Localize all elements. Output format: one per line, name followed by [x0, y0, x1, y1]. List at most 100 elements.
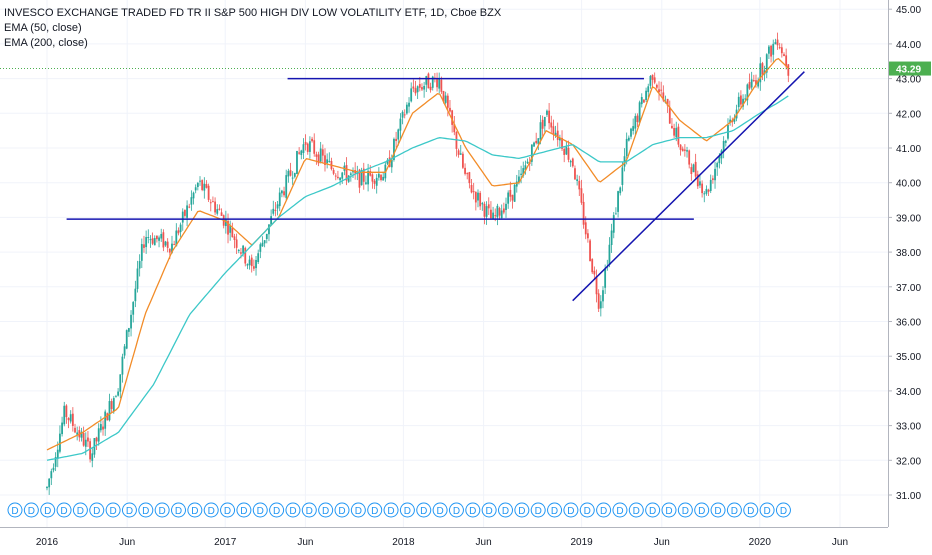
candle-body: [673, 128, 675, 136]
candle-body: [470, 184, 473, 193]
dividend-marker-label: D: [469, 506, 476, 517]
candle-body: [474, 192, 477, 203]
dividend-marker-label: D: [682, 506, 689, 517]
candle-body: [54, 457, 57, 467]
candle-body: [752, 80, 755, 82]
candle-body: [444, 95, 447, 103]
candle-body: [783, 54, 785, 57]
candle-body: [520, 173, 522, 175]
candle-body: [188, 206, 191, 208]
dividend-marker-label: D: [126, 506, 133, 517]
dividend-marker: [481, 502, 497, 518]
candle-body: [636, 115, 639, 123]
candle-body: [209, 202, 212, 204]
candle-body: [543, 116, 546, 127]
candle-body: [539, 122, 542, 140]
y-axis-bg: [888, 0, 932, 550]
dividend-marker-label: D: [93, 506, 100, 517]
dividend-marker: [432, 502, 448, 518]
candle-body: [160, 233, 163, 239]
dividend-marker: [661, 502, 677, 518]
candle-body: [515, 181, 518, 187]
dividend-marker: [350, 502, 366, 518]
last-price-label: 43.29: [896, 65, 921, 76]
candle-body: [617, 191, 619, 212]
y-tick-label: 40.00: [896, 179, 921, 190]
candle-body: [733, 117, 736, 122]
candle-body: [162, 232, 165, 248]
dividend-marker-label: D: [698, 506, 705, 517]
dividend-marker-label: D: [714, 506, 721, 517]
candle-body: [481, 203, 484, 205]
y-tick-label: 36.00: [896, 318, 921, 329]
candle-body: [705, 188, 708, 194]
candle-body: [643, 99, 645, 103]
candle-body: [373, 180, 376, 184]
candle-body: [121, 356, 124, 375]
candle-body: [772, 43, 775, 55]
ema50-line: [46, 57, 789, 451]
candle-body: [216, 209, 219, 214]
candle-body: [242, 245, 245, 254]
dividend-marker-label: D: [338, 506, 345, 517]
candle-body: [248, 259, 251, 266]
chart-legend: INVESCO EXCHANGE TRADED FD TR II S&P 500…: [4, 6, 501, 51]
candle-body: [112, 398, 115, 412]
candle-body: [502, 208, 505, 213]
candle-body: [173, 244, 176, 246]
dividend-marker-label: D: [763, 506, 770, 517]
candle-body: [668, 107, 671, 124]
candle-body: [466, 173, 469, 175]
candle-body: [768, 46, 770, 54]
candle-body: [89, 441, 91, 460]
candle-body: [390, 159, 393, 168]
candle-body: [140, 244, 143, 261]
candle-body: [285, 175, 288, 198]
dividend-marker: [596, 502, 612, 518]
candle-body: [748, 82, 751, 89]
candle-body: [332, 169, 335, 174]
dividend-marker-label: D: [649, 506, 656, 517]
dividend-marker-label: D: [208, 506, 215, 517]
candle-body: [449, 107, 451, 112]
candle-body: [252, 266, 255, 269]
candle-body: [580, 188, 583, 203]
candle-body: [298, 152, 301, 154]
dividend-marker-label: D: [28, 506, 35, 517]
candle-body: [117, 391, 120, 396]
candle-body: [451, 110, 454, 125]
chart-title: INVESCO EXCHANGE TRADED FD TR II S&P 500…: [4, 7, 502, 19]
candle-body: [186, 205, 188, 218]
candle-body: [602, 290, 604, 302]
candle-body: [410, 88, 413, 102]
candle-body: [556, 130, 559, 140]
dividend-marker: [383, 502, 399, 518]
dividend-marker-label: D: [159, 506, 166, 517]
candle-body: [500, 210, 503, 219]
candle-body: [328, 160, 331, 162]
candle-body: [63, 405, 66, 425]
candle-body: [212, 201, 214, 203]
candle-body: [666, 98, 669, 106]
candle-body: [421, 87, 423, 90]
candle-body: [263, 240, 266, 244]
candle-body: [276, 204, 279, 209]
candle-body: [740, 95, 742, 105]
candle-body: [365, 182, 367, 184]
candle-body: [175, 230, 178, 247]
dividend-marker: [7, 502, 23, 518]
candle-body: [647, 86, 650, 93]
ema50-label: EMA (50, close): [4, 22, 82, 34]
candle-body: [746, 84, 749, 101]
dividend-marker-label: D: [273, 506, 280, 517]
candle-body: [274, 209, 277, 211]
candle-body: [302, 144, 305, 154]
candle-body: [690, 167, 693, 175]
x-tick-label: Jun: [119, 537, 135, 548]
candle-body: [317, 154, 320, 164]
candle-body: [283, 191, 285, 196]
candle-body: [742, 98, 744, 107]
candle-body: [138, 261, 141, 269]
